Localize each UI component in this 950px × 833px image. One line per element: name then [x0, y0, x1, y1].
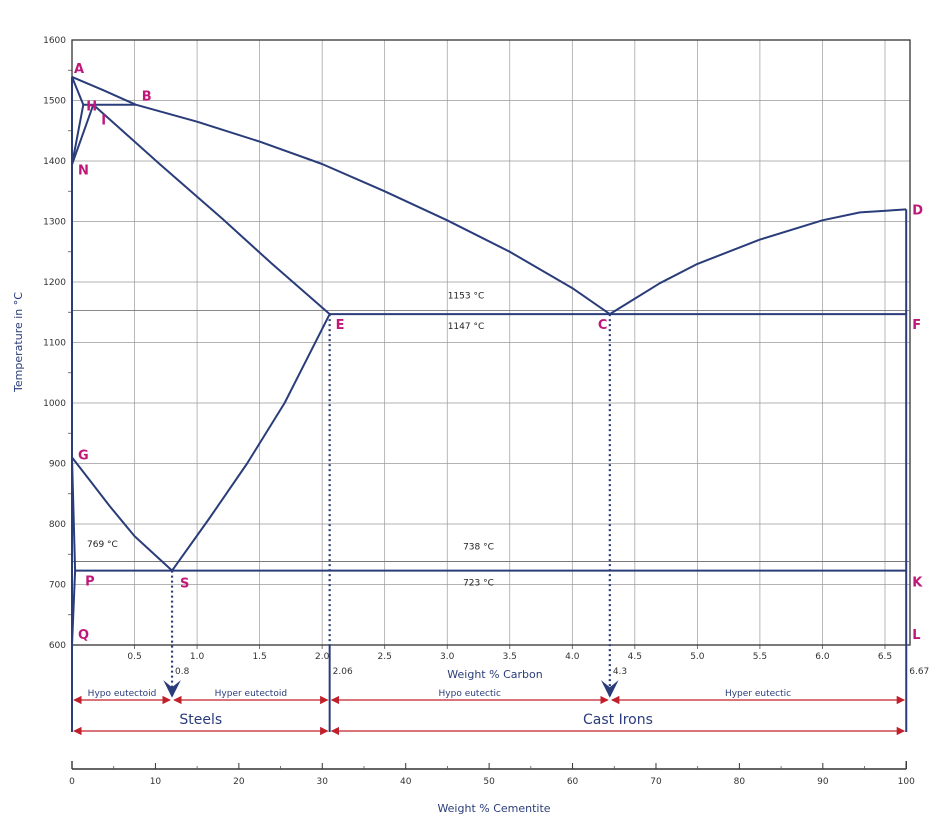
- y-tick-label: 800: [49, 520, 66, 530]
- range-label: Hyper eutectic: [725, 689, 791, 699]
- point-label-N: N: [78, 164, 89, 179]
- cementite-tick-label: 70: [650, 777, 662, 787]
- x-tick-label: 6.0: [815, 652, 830, 662]
- marker-label: 4.3: [613, 667, 627, 677]
- point-label-K: K: [912, 576, 923, 591]
- y-tick-label: 1500: [43, 97, 66, 107]
- cementite-tick-label: 10: [150, 777, 162, 787]
- x-tick-label: 0.5: [127, 652, 141, 662]
- x-tick-label: 4.0: [565, 652, 580, 662]
- liquidus-C-D: [609, 208, 907, 315]
- cementite-tick-label: 30: [317, 777, 329, 787]
- x-tick-label: 2.5: [378, 652, 392, 662]
- cementite-tick-label: 80: [734, 777, 746, 787]
- gamma-boundary-N-I: [71, 104, 95, 165]
- group-label: Steels: [179, 712, 222, 728]
- cementite-tick-label: 20: [233, 777, 245, 787]
- point-label-G: G: [78, 448, 89, 463]
- point-label-A: A: [74, 62, 84, 77]
- x-tick-label: 3.5: [503, 652, 517, 662]
- marker-label: 0.8: [175, 667, 190, 677]
- x-tick-label: 6.5: [878, 652, 892, 662]
- y-tick-label: 900: [49, 460, 66, 470]
- cementite-tick-label: 50: [483, 777, 495, 787]
- axes: 6007008009001000110012001300140015001600…: [43, 36, 915, 787]
- range-label: Hypo eutectic: [439, 689, 501, 699]
- point-label-Q: Q: [78, 628, 89, 643]
- labels: A B HI N D E C F G P S K Q L 1153 °C 1147 °C 738 °C 723 °…: [74, 62, 929, 677]
- y-tick-label: 1000: [43, 399, 66, 409]
- point-label-E: E: [336, 318, 345, 333]
- delta-solvus-H-N: [71, 104, 85, 165]
- point-label-I: I: [101, 114, 106, 129]
- grid: [72, 39, 910, 646]
- range-label: Hyper eutectoid: [215, 689, 287, 699]
- x-tick-label: 5.0: [690, 652, 705, 662]
- point-label-B: B: [142, 90, 152, 105]
- cementite-tick-label: 60: [567, 777, 579, 787]
- solidus-A-H: [71, 76, 85, 106]
- marker-label: 6.67: [909, 667, 929, 677]
- x-tick-label: 2.0: [315, 652, 330, 662]
- annotation-t738: 738 °C: [463, 543, 494, 553]
- y-tick-label: 1600: [43, 36, 66, 46]
- x-tick-label: 1.0: [190, 652, 205, 662]
- annotation-t1153: 1153 °C: [448, 291, 485, 301]
- phase-boundaries: [71, 75, 910, 732]
- point-label-S: S: [180, 577, 189, 592]
- cementite-tick-label: 0: [69, 777, 75, 787]
- x-tick-label: 4.5: [628, 652, 642, 662]
- x-tick-label: 1.5: [252, 652, 266, 662]
- point-label-C: C: [598, 318, 608, 333]
- x-tick-label: 3.0: [440, 652, 455, 662]
- point-label-L: L: [912, 628, 920, 643]
- x-axis-label: Weight % Carbon: [447, 668, 542, 681]
- x-tick-label: 5.5: [753, 652, 767, 662]
- y-tick-label: 1300: [43, 218, 66, 228]
- y-tick-label: 700: [49, 581, 66, 591]
- cementite-tick-label: 40: [400, 777, 412, 787]
- liquidus-A-B-C: [71, 75, 611, 315]
- y-tick-label: 1200: [43, 278, 66, 288]
- cementite-tick-label: 100: [898, 777, 915, 787]
- annotation-t769: 769 °C: [87, 540, 118, 550]
- group-label: Cast Irons: [583, 712, 653, 728]
- point-label-F: F: [912, 318, 921, 333]
- acm-E-S: [171, 313, 331, 572]
- point-label-P: P: [85, 575, 95, 590]
- cementite-tick-label: 90: [817, 777, 829, 787]
- point-label-D: D: [912, 203, 923, 218]
- range-label: Hypo eutectoid: [88, 689, 157, 699]
- y-tick-label: 1400: [43, 157, 66, 167]
- point-label-H: H: [86, 100, 97, 115]
- annotation-t1147: 1147 °C: [448, 322, 485, 332]
- a3-G-S: [71, 456, 173, 572]
- solidus-I-E: [92, 103, 331, 315]
- secondary-x-axis-label: Weight % Cementite: [437, 802, 550, 815]
- y-tick-label: 600: [49, 641, 66, 651]
- y-axis-label: Temperature in °C: [12, 292, 25, 393]
- annotation-t723: 723 °C: [463, 579, 494, 589]
- marker-label: 2.06: [333, 667, 353, 677]
- composition-ranges: Hypo eutectoid Hyper eutectoid Hypo eutect…: [73, 689, 906, 736]
- y-tick-label: 1100: [43, 339, 66, 349]
